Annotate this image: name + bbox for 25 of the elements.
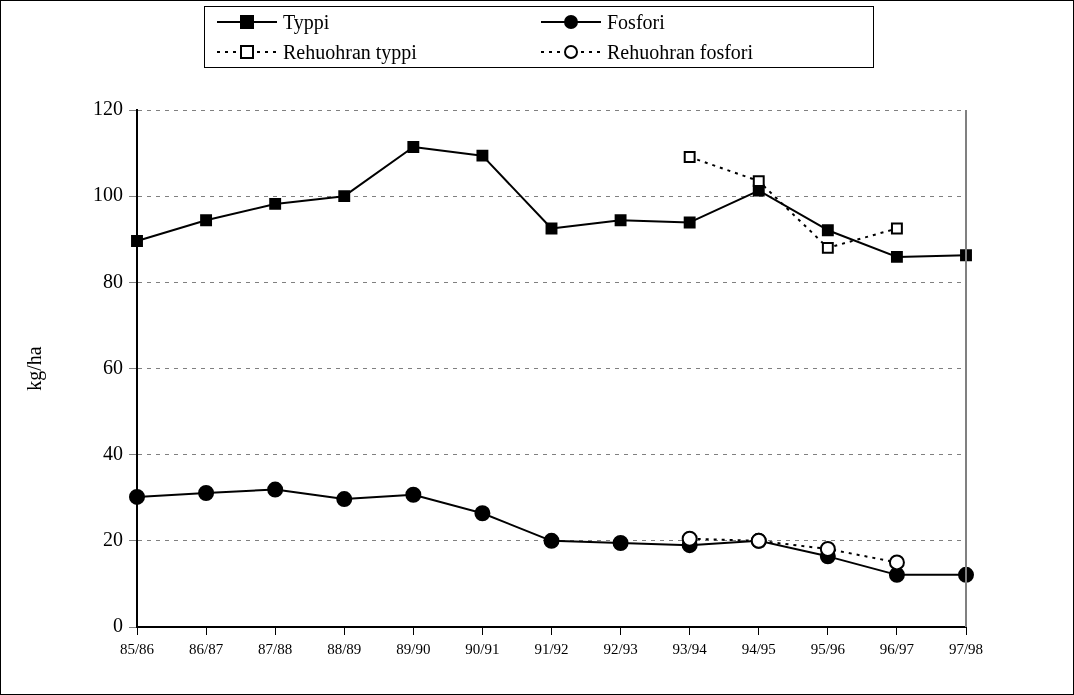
- x-tick-label: 90/91: [465, 640, 500, 657]
- legend-label: Typpi: [283, 10, 330, 34]
- y-tick-label: 80: [103, 269, 123, 292]
- legend-label: Rehuohran fosfori: [607, 40, 754, 64]
- legend-label: Fosfori: [607, 10, 665, 34]
- x-tick-label: 91/92: [534, 640, 569, 657]
- y-tick-label: 100: [93, 183, 123, 206]
- x-tick-label: 85/86: [119, 640, 155, 657]
- x-tick-label: 97/98: [948, 640, 984, 657]
- y-tick-label: 20: [103, 528, 123, 551]
- x-tick-label: 89/90: [396, 640, 431, 657]
- x-tick-label: 96/97: [879, 640, 915, 657]
- x-tick-label: 86/87: [189, 640, 224, 657]
- y-axis-title: kg/ha: [23, 346, 47, 391]
- y-tick-label: 40: [103, 441, 123, 464]
- x-tick-label: 87/88: [258, 640, 293, 657]
- x-tick-label: 95/96: [810, 640, 846, 657]
- y-tick-label: 60: [103, 355, 123, 378]
- legend-label: Rehuohran typpi: [283, 40, 417, 64]
- y-tick-label: 0: [113, 614, 123, 637]
- x-tick-label: 92/93: [603, 640, 638, 657]
- x-tick-label: 93/94: [672, 640, 708, 657]
- x-tick-label: 88/89: [327, 640, 362, 657]
- x-tick-label: 94/95: [741, 640, 776, 657]
- y-tick-label: 120: [93, 97, 123, 120]
